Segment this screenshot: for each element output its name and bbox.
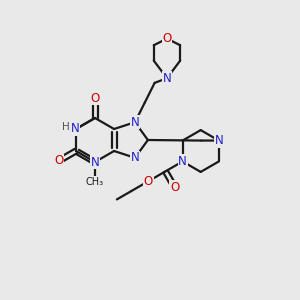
Text: H: H <box>62 122 70 132</box>
Text: O: O <box>170 181 179 194</box>
Text: N: N <box>130 116 139 129</box>
Text: N: N <box>163 72 171 85</box>
Text: O: O <box>162 32 172 45</box>
Text: O: O <box>54 154 63 167</box>
Text: N: N <box>91 155 99 169</box>
Text: N: N <box>70 122 79 136</box>
Text: N: N <box>214 134 223 147</box>
Text: N: N <box>178 155 187 168</box>
Text: O: O <box>90 92 100 105</box>
Text: N: N <box>130 151 139 164</box>
Text: O: O <box>144 175 153 188</box>
Text: CH₃: CH₃ <box>86 177 104 187</box>
